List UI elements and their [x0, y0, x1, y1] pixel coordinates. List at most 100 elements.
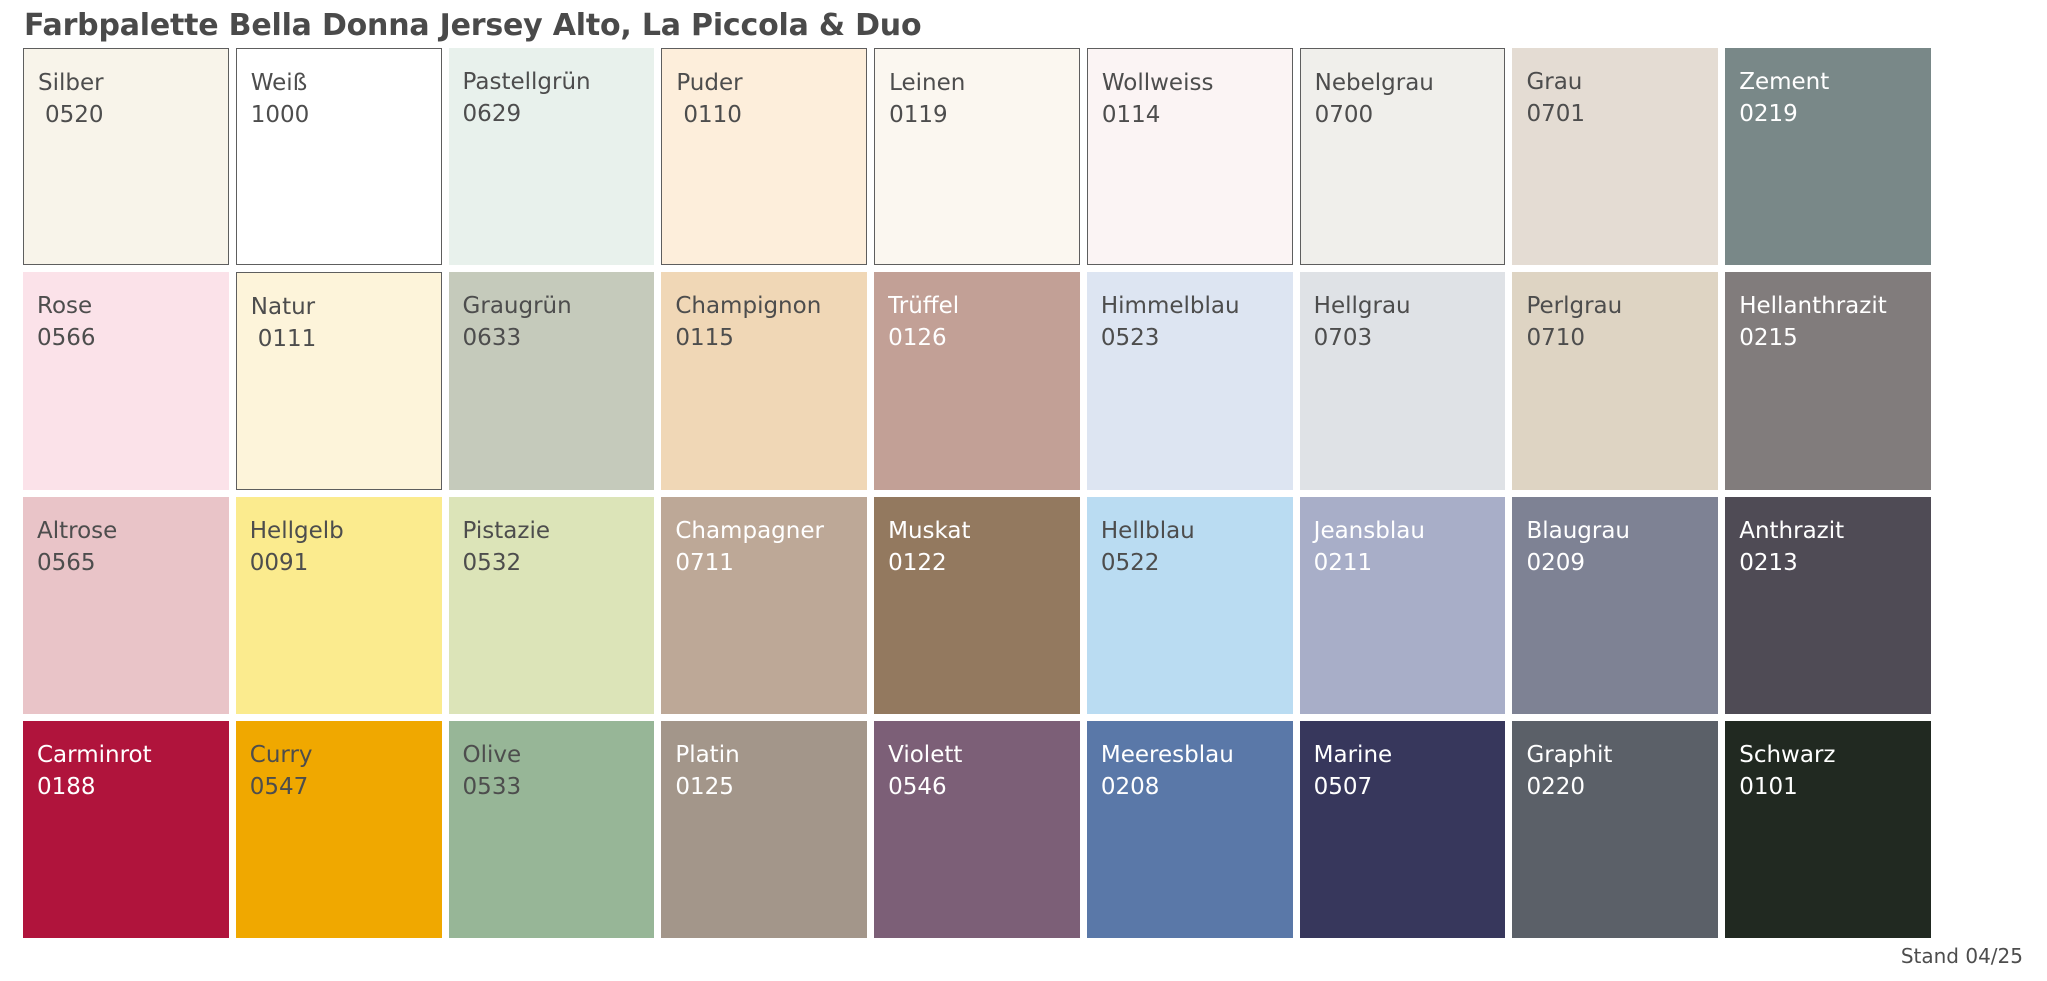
swatch-code: 0711	[675, 549, 734, 576]
swatch-name: Schwarz	[1739, 741, 1836, 768]
color-swatch[interactable]: Champignon 0115	[661, 272, 868, 490]
color-swatch[interactable]: Rose 0566	[23, 272, 229, 490]
swatch-code: 0522	[1100, 549, 1160, 576]
swatch-name: Carminrot	[37, 741, 152, 768]
swatch-name: Weiß	[250, 70, 308, 96]
swatch-name: Anthrazit	[1739, 517, 1845, 544]
color-swatch[interactable]: Puder 0110	[661, 48, 868, 266]
swatch-name: Zement	[1739, 69, 1830, 95]
swatch-name: Graugrün	[462, 293, 572, 320]
color-swatch[interactable]: Marine 0507	[1299, 720, 1506, 938]
swatch-name: Violett	[888, 741, 963, 768]
swatch-name: Olive	[462, 741, 522, 768]
swatch-name: Altrose	[37, 517, 118, 544]
color-swatch[interactable]: Curry 0547	[235, 720, 442, 938]
swatch-name: Curry	[249, 741, 313, 768]
swatch-code: 0111	[257, 326, 317, 353]
color-swatch[interactable]: Trüffel 0126	[874, 272, 1080, 490]
swatch-name: Hellgelb	[249, 517, 344, 544]
swatch-name: Muskat	[888, 517, 971, 544]
swatch-code: 0547	[249, 773, 309, 800]
color-swatch[interactable]: Hellanthrazit 0215	[1725, 272, 1931, 490]
swatch-code: 0633	[462, 325, 522, 352]
color-swatch[interactable]: Weiß 1000	[235, 48, 442, 266]
swatch-name: Perlgrau	[1526, 293, 1623, 320]
color-swatch[interactable]: Schwarz 0101	[1725, 720, 1931, 938]
swatch-code: 0533	[462, 773, 522, 800]
color-swatch[interactable]: Hellgelb 0091	[235, 496, 442, 714]
swatch-code: 0122	[888, 549, 947, 576]
status-date: Stand 04/25	[1900, 944, 2023, 968]
swatch-code: 0110	[683, 102, 742, 128]
color-swatch[interactable]: Leinen 0119	[874, 48, 1080, 266]
color-swatch[interactable]: Natur 0111	[235, 272, 442, 490]
color-swatch[interactable]: Jeansblau 0211	[1299, 496, 1506, 714]
color-swatch[interactable]: Platin 0125	[661, 720, 868, 938]
swatch-code: 1000	[250, 102, 310, 128]
swatch-code: 0700	[1314, 102, 1374, 128]
swatch-code: 0629	[462, 101, 522, 127]
swatch-code: 0114	[1101, 102, 1161, 128]
swatch-name: Grau	[1526, 69, 1583, 95]
color-swatch[interactable]: Meeresblau 0208	[1086, 720, 1293, 938]
swatch-name: Natur	[250, 294, 316, 321]
swatch-code: 0703	[1313, 325, 1373, 352]
swatch-name: Hellgrau	[1313, 293, 1411, 320]
swatch-code: 0565	[37, 549, 96, 576]
swatch-name: Himmelblau	[1100, 293, 1240, 320]
color-swatch[interactable]: Blaugrau 0209	[1512, 496, 1719, 714]
swatch-name: Champagner	[675, 517, 824, 544]
swatch-code: 0115	[675, 325, 734, 352]
swatch-name: Rose	[37, 293, 93, 320]
color-swatch[interactable]: Nebelgrau 0700	[1299, 48, 1506, 266]
color-swatch[interactable]: Perlgrau 0710	[1512, 272, 1719, 490]
swatch-code: 0208	[1100, 773, 1160, 800]
color-swatch[interactable]: Muskat 0122	[874, 496, 1080, 714]
color-swatch-grid: Silber 0520 Weiß 1000 Pastellgrün 0629 Puder 01…	[23, 48, 1931, 938]
color-swatch[interactable]: Champagner 0711	[661, 496, 868, 714]
color-swatch[interactable]: Anthrazit 0213	[1725, 496, 1931, 714]
color-swatch[interactable]: Graugrün 0633	[448, 272, 655, 490]
swatch-code: 0101	[1739, 773, 1798, 800]
page-title: Farbpalette Bella Donna Jersey Alto, La …	[24, 8, 922, 43]
color-swatch[interactable]: Zement 0219	[1725, 48, 1931, 266]
swatch-code: 0220	[1526, 773, 1585, 800]
swatch-name: Graphit	[1526, 741, 1613, 768]
swatch-name: Champignon	[675, 293, 822, 320]
color-swatch[interactable]: Altrose 0565	[23, 496, 229, 714]
swatch-code: 0219	[1739, 101, 1798, 127]
swatch-code: 0188	[37, 773, 96, 800]
swatch-name: Silber	[38, 70, 104, 96]
swatch-name: Blaugrau	[1526, 517, 1631, 544]
color-swatch[interactable]: Graphit 0220	[1512, 720, 1719, 938]
color-swatch[interactable]: Silber 0520	[23, 48, 229, 266]
color-swatch[interactable]: Hellgrau 0703	[1299, 272, 1506, 490]
swatch-code: 0211	[1313, 549, 1373, 576]
swatch-name: Hellanthrazit	[1739, 293, 1887, 320]
swatch-code: 0209	[1526, 549, 1585, 576]
color-swatch[interactable]: Hellblau 0522	[1086, 496, 1293, 714]
color-swatch[interactable]: Violett 0546	[874, 720, 1080, 938]
swatch-code: 0119	[889, 102, 948, 128]
swatch-name: Hellblau	[1100, 517, 1195, 544]
swatch-code: 0710	[1526, 325, 1585, 352]
color-swatch[interactable]: Pistazie 0532	[448, 496, 655, 714]
swatch-code: 0523	[1100, 325, 1160, 352]
color-swatch[interactable]: Grau 0701	[1512, 48, 1719, 266]
swatch-code: 0520	[45, 102, 104, 128]
swatch-code: 0546	[888, 773, 947, 800]
swatch-code: 0701	[1526, 101, 1585, 127]
swatch-name: Wollweiss	[1101, 70, 1214, 96]
color-swatch[interactable]: Wollweiss 0114	[1086, 48, 1293, 266]
swatch-code: 0532	[462, 549, 522, 576]
color-swatch[interactable]: Himmelblau 0523	[1086, 272, 1293, 490]
color-swatch[interactable]: Pastellgrün 0629	[448, 48, 655, 266]
swatch-code: 0126	[888, 325, 947, 352]
swatch-code: 0566	[37, 325, 96, 352]
color-swatch[interactable]: Olive 0533	[448, 720, 655, 938]
swatch-name: Platin	[675, 741, 740, 768]
color-swatch[interactable]: Carminrot 0188	[23, 720, 229, 938]
swatch-name: Jeansblau	[1313, 517, 1425, 544]
swatch-name: Trüffel	[888, 293, 960, 320]
